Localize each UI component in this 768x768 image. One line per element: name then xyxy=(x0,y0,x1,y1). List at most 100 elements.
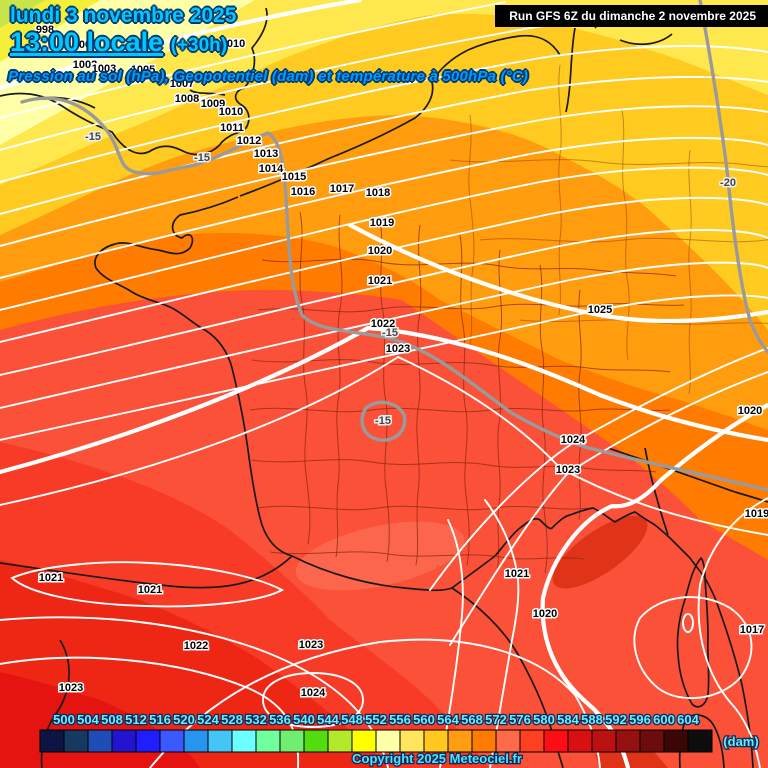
legend-tick: 504 xyxy=(77,712,99,727)
legend-color-box xyxy=(615,729,641,753)
pressure-label: 1019 xyxy=(745,508,768,520)
temperature-labels: -15 -15 -15 -15 -20 xyxy=(84,130,738,429)
legend-color-box xyxy=(495,729,521,753)
pressure-label: 1008 xyxy=(175,93,199,105)
legend-color-box xyxy=(111,729,137,753)
england-coast xyxy=(0,7,268,156)
legend-color-box xyxy=(543,729,569,753)
pressure-label: 1025 xyxy=(588,304,612,316)
temperature-label: -15 xyxy=(375,415,391,427)
pressure-label: 1021 xyxy=(138,584,162,596)
time-label: 13:00 locale (+30h) xyxy=(10,27,227,58)
legend-tick: 540 xyxy=(293,712,315,727)
legend-color-box xyxy=(399,729,425,753)
legend-tick: 580 xyxy=(533,712,555,727)
pressure-label: 1020 xyxy=(533,608,557,620)
local-time: 13:00 locale xyxy=(10,27,164,57)
pressure-label: 1019 xyxy=(370,217,394,229)
legend-color-box xyxy=(351,729,377,753)
pressure-label: 1007 xyxy=(170,78,194,90)
pressure-label: 1024 xyxy=(561,434,586,446)
legend-tick: 548 xyxy=(341,712,363,727)
legend-color-box xyxy=(159,729,185,753)
temperature-label: -20 xyxy=(720,177,736,189)
legend-tick: 600 xyxy=(653,712,675,727)
map-title: Pression au sol (hPa), Geopotentiel (dam… xyxy=(8,68,529,85)
legend-tick: 508 xyxy=(101,712,123,727)
legend-tick: 572 xyxy=(485,712,507,727)
pressure-label: 1020 xyxy=(738,405,762,417)
legend-tick: 588 xyxy=(581,712,603,727)
pressure-label: 1015 xyxy=(282,171,306,183)
pressure-label: 1022 xyxy=(371,318,395,330)
legend-color-box xyxy=(519,729,545,753)
isotherm-minus15-loop xyxy=(360,400,407,442)
legend-color-box xyxy=(255,729,281,753)
legend-color-box xyxy=(567,729,593,753)
pressure-label: 1016 xyxy=(291,186,315,198)
legend-color-box xyxy=(591,729,617,753)
isobar-thick-sw xyxy=(0,325,768,475)
pressure-label: 1021 xyxy=(505,568,529,580)
pressure-label: 1001 xyxy=(73,39,97,51)
legend-color-box xyxy=(687,729,713,753)
date-label: lundi 3 novembre 2025 xyxy=(10,4,237,27)
pressure-label: 1003 xyxy=(92,63,116,75)
legend-color-box xyxy=(375,729,401,753)
legend-color-box xyxy=(207,729,233,753)
legend-tick: 500 xyxy=(53,712,75,727)
legend-color-box xyxy=(39,729,65,753)
legend-tick: 596 xyxy=(629,712,651,727)
pressure-label: 1011 xyxy=(220,122,244,134)
legend-color-box xyxy=(135,729,161,753)
legend-color-box xyxy=(63,729,89,753)
pressure-label: 1005 xyxy=(131,64,155,76)
legend-color-box xyxy=(183,729,209,753)
pressure-label: 1013 xyxy=(254,148,278,160)
pressure-label: 1024 xyxy=(301,687,326,699)
pressure-label: 1023 xyxy=(556,464,580,476)
legend-tick: 564 xyxy=(437,712,459,727)
pressure-label: 1010 xyxy=(219,106,243,118)
pressure-label: 1023 xyxy=(386,343,410,355)
legend-tick: 524 xyxy=(197,712,219,727)
copyright-text: Copyright 2025 Meteociel.fr xyxy=(352,751,522,766)
legend-tick-labels: 500 504 508 512 516 520 524 528 532 536 540 544 548 5… xyxy=(52,711,701,729)
legend-tick: 552 xyxy=(365,712,387,727)
legend-color-box xyxy=(327,729,353,753)
pressure-label: 1009 xyxy=(201,98,225,110)
legend-tick: 556 xyxy=(389,712,411,727)
pressure-label: 1018 xyxy=(366,187,390,199)
legend-tick: 544 xyxy=(317,712,339,727)
legend-tick: 592 xyxy=(605,712,627,727)
sardinia-coast xyxy=(685,714,725,768)
isobar-1020 xyxy=(540,402,768,768)
legend-tick: 512 xyxy=(125,712,147,727)
legend-color-box xyxy=(447,729,473,753)
pressure-label: 1002 xyxy=(73,59,97,71)
legend-tick: 576 xyxy=(509,712,531,727)
north-sea-coast xyxy=(239,34,561,197)
pressure-label: 998 xyxy=(36,24,54,36)
legend-color-box xyxy=(231,729,257,753)
run-info-box: Run GFS 6Z du dimanche 2 novembre 2025 xyxy=(495,5,768,27)
pressure-label: 1020 xyxy=(368,245,392,257)
legend-color-box xyxy=(303,729,329,753)
legend-tick: 560 xyxy=(413,712,435,727)
isobar-1025 xyxy=(347,222,768,324)
temperature-label: -15 xyxy=(85,131,101,143)
legend-tick: 536 xyxy=(269,712,291,727)
legend-tick: 568 xyxy=(461,712,483,727)
legend-tick: 532 xyxy=(245,712,267,727)
legend-unit: (dam) xyxy=(723,734,758,749)
legend-color-scale xyxy=(39,729,713,753)
legend-color-box xyxy=(639,729,665,753)
france-west-coast xyxy=(94,196,293,557)
pressure-label: 1012 xyxy=(237,135,261,147)
pressure-label: 1017 xyxy=(330,183,354,195)
pressure-label: 1014 xyxy=(259,163,284,175)
pressure-label: 1023 xyxy=(59,682,83,694)
